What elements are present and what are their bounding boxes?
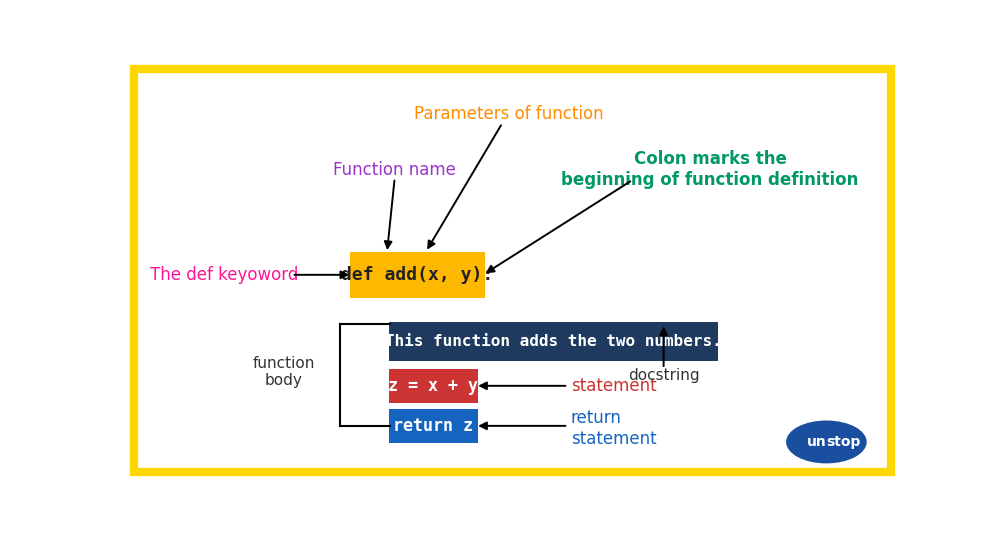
Text: z = x + y: z = x + y <box>388 377 478 395</box>
Text: statement: statement <box>571 377 656 395</box>
Text: stop: stop <box>826 435 861 449</box>
Text: Colon marks the
beginning of function definition: Colon marks the beginning of function de… <box>561 150 859 189</box>
FancyBboxPatch shape <box>388 409 478 443</box>
Text: return z: return z <box>393 417 473 435</box>
Text: function
body: function body <box>253 355 315 388</box>
Circle shape <box>786 421 867 464</box>
Text: Parameters of function: Parameters of function <box>414 105 603 123</box>
Text: The def keyoword: The def keyoword <box>150 266 298 284</box>
FancyBboxPatch shape <box>388 369 478 403</box>
Text: """This function adds the two numbers.""": """This function adds the two numbers.""… <box>356 334 750 349</box>
Text: docstring: docstring <box>628 368 699 383</box>
Text: Function name: Function name <box>333 161 456 178</box>
Text: un: un <box>807 435 826 449</box>
Text: return
statement: return statement <box>571 409 656 448</box>
FancyBboxPatch shape <box>388 322 718 361</box>
FancyBboxPatch shape <box>350 252 485 297</box>
Text: def add(x, y):: def add(x, y): <box>341 266 494 284</box>
